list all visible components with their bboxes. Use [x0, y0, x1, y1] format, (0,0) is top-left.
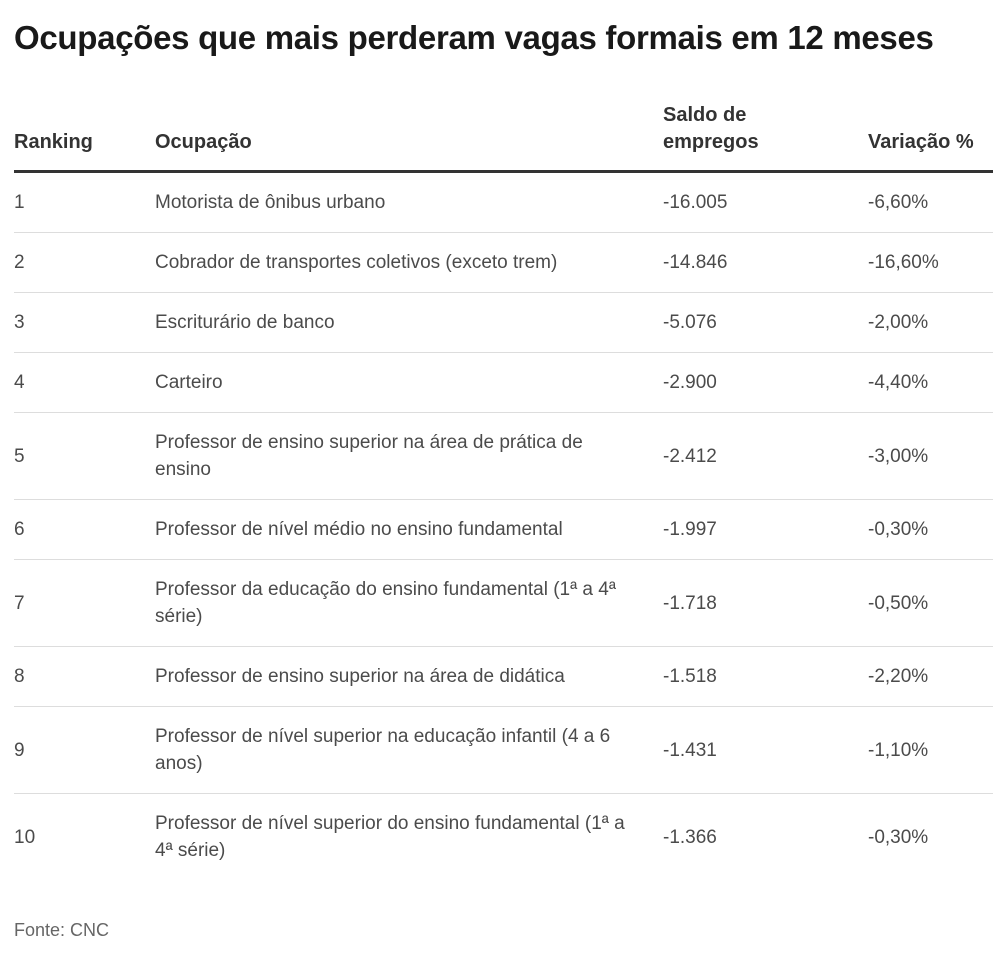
source-caption: Fonte: CNC: [14, 920, 110, 940]
variacao-cell: -0,50%: [868, 559, 993, 647]
column-header-ocupacao-label: Ocupação: [155, 131, 252, 153]
saldo-cell: -14.846: [663, 232, 868, 293]
variacao-cell: -6,60%: [868, 192, 929, 213]
saldo-cell: -1.366: [663, 793, 868, 880]
saldo-cell: -1.431: [663, 706, 868, 794]
ranking-cell: 1: [14, 192, 25, 213]
variacao-cell: -0,30%: [868, 793, 993, 880]
ranking-cell: 6: [14, 499, 155, 560]
variacao-cell: -16,60%: [868, 232, 993, 293]
ocupacao-cell: Carteiro: [155, 352, 663, 413]
table-header-row: Ranking Ocupação Saldo de empregos Varia…: [14, 102, 993, 173]
saldo-cell: -1.997: [663, 499, 868, 560]
table-row: 6 Professor de nível médio no ensino fund…: [14, 499, 993, 560]
table-row: 10 Professor de nível superior do ensino …: [14, 793, 993, 880]
ranking-cell: 2: [14, 232, 155, 293]
ranking-cell: 3: [14, 292, 155, 353]
column-header-variacao-label: Variação %: [868, 131, 974, 153]
variacao-cell: -1,10%: [868, 706, 993, 794]
variacao-cell: -4,40%: [868, 352, 993, 413]
ranking-cell: 8: [14, 646, 155, 707]
column-header-saldo: Saldo de empregos: [663, 102, 868, 173]
table-row: 7 Professor da educação do ensino fundame…: [14, 559, 993, 647]
ranking-cell: 5: [14, 412, 155, 500]
saldo-cell: -16.005: [663, 192, 728, 213]
jobs-lost-table: Ranking Ocupação Saldo de empregos Varia…: [14, 102, 993, 880]
ocupacao-cell: Professor da educação do ensino fundamen…: [155, 559, 663, 647]
ranking-cell: 10: [14, 793, 155, 880]
table-row: 4 Carteiro -2.900 -4,40%: [14, 352, 993, 413]
ocupacao-cell: Motorista de ônibus urbano: [155, 192, 386, 213]
saldo-cell: -2.412: [663, 412, 868, 500]
column-header-ranking-label: Ranking: [14, 131, 93, 153]
ranking-cell: 4: [14, 352, 155, 413]
ranking-cell: 7: [14, 559, 155, 647]
table-row: 5 Professor de ensino superior na área de…: [14, 412, 993, 500]
ocupacao-cell: Professor de ensino superior na área de …: [155, 646, 663, 707]
ranking-cell: 9: [14, 706, 155, 794]
column-header-variacao: Variação %: [868, 102, 993, 173]
variacao-cell: -2,20%: [868, 646, 993, 707]
table-row: 8 Professor de ensino superior na área de…: [14, 646, 993, 707]
ocupacao-cell: Professor de nível superior do ensino fu…: [155, 793, 663, 880]
column-header-saldo-label: Saldo de empregos: [663, 104, 759, 153]
saldo-cell: -1.718: [663, 559, 868, 647]
table-row: 1 Motorista de ônibus urbano -16.005 -6,60%: [14, 172, 993, 233]
saldo-cell: -1.518: [663, 646, 868, 707]
variacao-cell: -2,00%: [868, 292, 993, 353]
table-row: 2 Cobrador de transportes coletivos (exce…: [14, 232, 993, 293]
ocupacao-cell: Professor de nível médio no ensino funda…: [155, 499, 663, 560]
ocupacao-cell: Professor de ensino superior na área de …: [155, 412, 663, 500]
variacao-cell: -3,00%: [868, 412, 993, 500]
ocupacao-cell: Cobrador de transportes coletivos (excet…: [155, 232, 663, 293]
ocupacao-cell: Professor de nível superior na educação …: [155, 706, 663, 794]
variacao-cell: -0,30%: [868, 499, 993, 560]
saldo-cell: -2.900: [663, 352, 868, 413]
table-row: 9 Professor de nível superior na educação…: [14, 706, 993, 794]
table-header: Ranking Ocupação Saldo de empregos Varia…: [14, 102, 993, 173]
saldo-cell: -5.076: [663, 292, 868, 353]
table-row: 3 Escriturário de banco -5.076 -2,00%: [14, 292, 993, 353]
column-header-ocupacao: Ocupação: [155, 102, 663, 173]
column-header-ranking: Ranking: [14, 102, 155, 173]
page-title: Ocupações que mais perderam vagas formai…: [14, 19, 934, 56]
table-body: 1 Motorista de ônibus urbano -16.005 -6,60%…: [14, 172, 993, 880]
ocupacao-cell: Escriturário de banco: [155, 292, 663, 353]
